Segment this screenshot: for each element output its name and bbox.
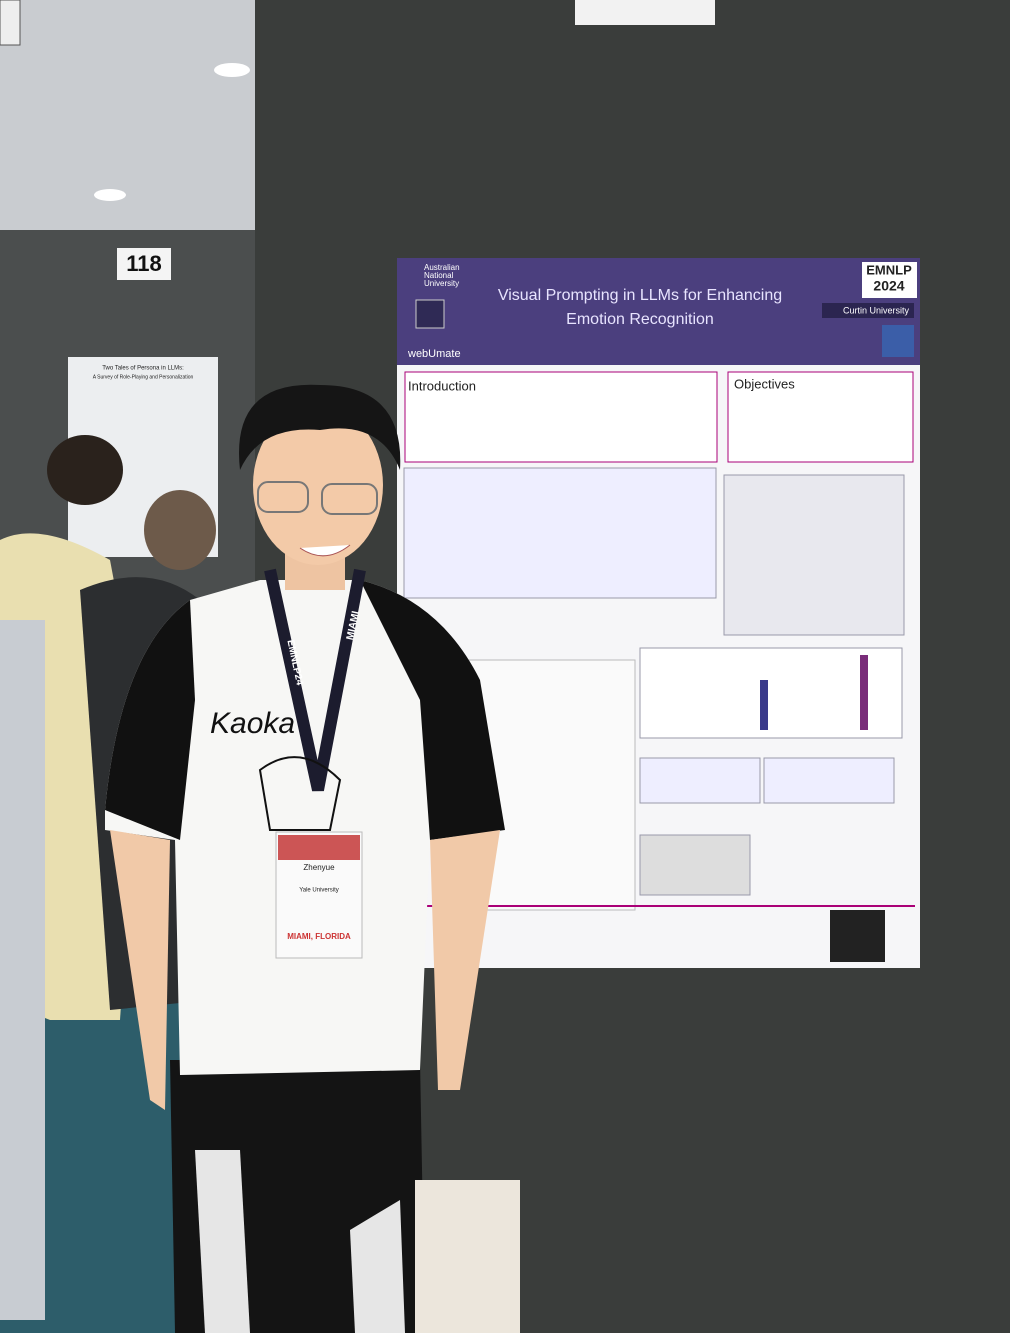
- sign: [117, 248, 171, 280]
- ceiling: [0, 0, 260, 250]
- poster-title: Visual Prompting in LLMs for Enhancing: [498, 287, 782, 304]
- sleeve: [105, 600, 195, 840]
- smile: [299, 544, 351, 557]
- arm: [430, 830, 500, 1090]
- person-bg: [0, 620, 45, 1320]
- poster-section: [404, 371, 718, 463]
- poster-section-heading: Introduction: [408, 378, 476, 393]
- poster-figure: [639, 834, 751, 896]
- poster-sponsor-box: [822, 303, 914, 318]
- poster-chart-bar: [860, 655, 868, 730]
- shirt-print: Kaoka: [210, 707, 295, 740]
- shirt-doodle: [258, 756, 342, 831]
- poster-figure: [723, 474, 905, 636]
- poster-institution: Australian: [424, 263, 460, 272]
- badge-location: MIAMI, FLORIDA: [287, 932, 351, 941]
- sleeve: [360, 580, 505, 840]
- poster-chart: [763, 757, 895, 804]
- poster-section-heading: Objectives: [734, 376, 795, 391]
- poster-chart-bar: [760, 680, 768, 730]
- pants-panel: [350, 1200, 405, 1333]
- left-poster-title: A Survey of Role-Playing and Personaliza…: [93, 374, 194, 380]
- glasses: [321, 483, 378, 515]
- poster-conference: EMNLP: [866, 262, 912, 277]
- poster-figure: [403, 467, 717, 599]
- face: [253, 405, 383, 565]
- poster-title: Emotion Recognition: [566, 311, 714, 328]
- poster-crest: [415, 299, 445, 329]
- poster-conference-box: [862, 262, 917, 298]
- ceiling-light: [214, 63, 250, 77]
- lanyard: [264, 568, 366, 792]
- poster-institution: University: [424, 279, 459, 288]
- person-bg-head: [144, 490, 216, 570]
- poster-logo-cube: [882, 325, 914, 357]
- tote-bag: [415, 1180, 520, 1333]
- hair: [239, 384, 401, 470]
- pants-panel: [195, 1150, 250, 1333]
- badge-name: Zhenyue: [303, 863, 335, 872]
- glasses: [257, 481, 309, 513]
- badge-affiliation: Yale University: [299, 888, 339, 894]
- poster-institution: National: [424, 271, 454, 280]
- poster-logo: webUmate: [407, 348, 461, 360]
- board-number: [575, 0, 715, 25]
- ceiling-light: [94, 189, 126, 201]
- poster-chart: [639, 647, 903, 739]
- shirt: [105, 580, 505, 1075]
- person-bg-head: [47, 435, 123, 505]
- sign-number: 118: [126, 251, 162, 276]
- arm: [110, 830, 170, 1110]
- poster-conference: 2024: [873, 278, 904, 294]
- poster-sponsor: Curtin University: [843, 305, 910, 315]
- poster-qr: [830, 910, 885, 962]
- ceiling-light: [0, 0, 21, 46]
- poster-rule: [410, 905, 915, 907]
- badge-banner: [278, 835, 360, 860]
- left-poster-title: Two Tales of Persona in LLMs:: [102, 366, 184, 372]
- poster-chart: [639, 757, 761, 804]
- poster-section: [727, 371, 914, 463]
